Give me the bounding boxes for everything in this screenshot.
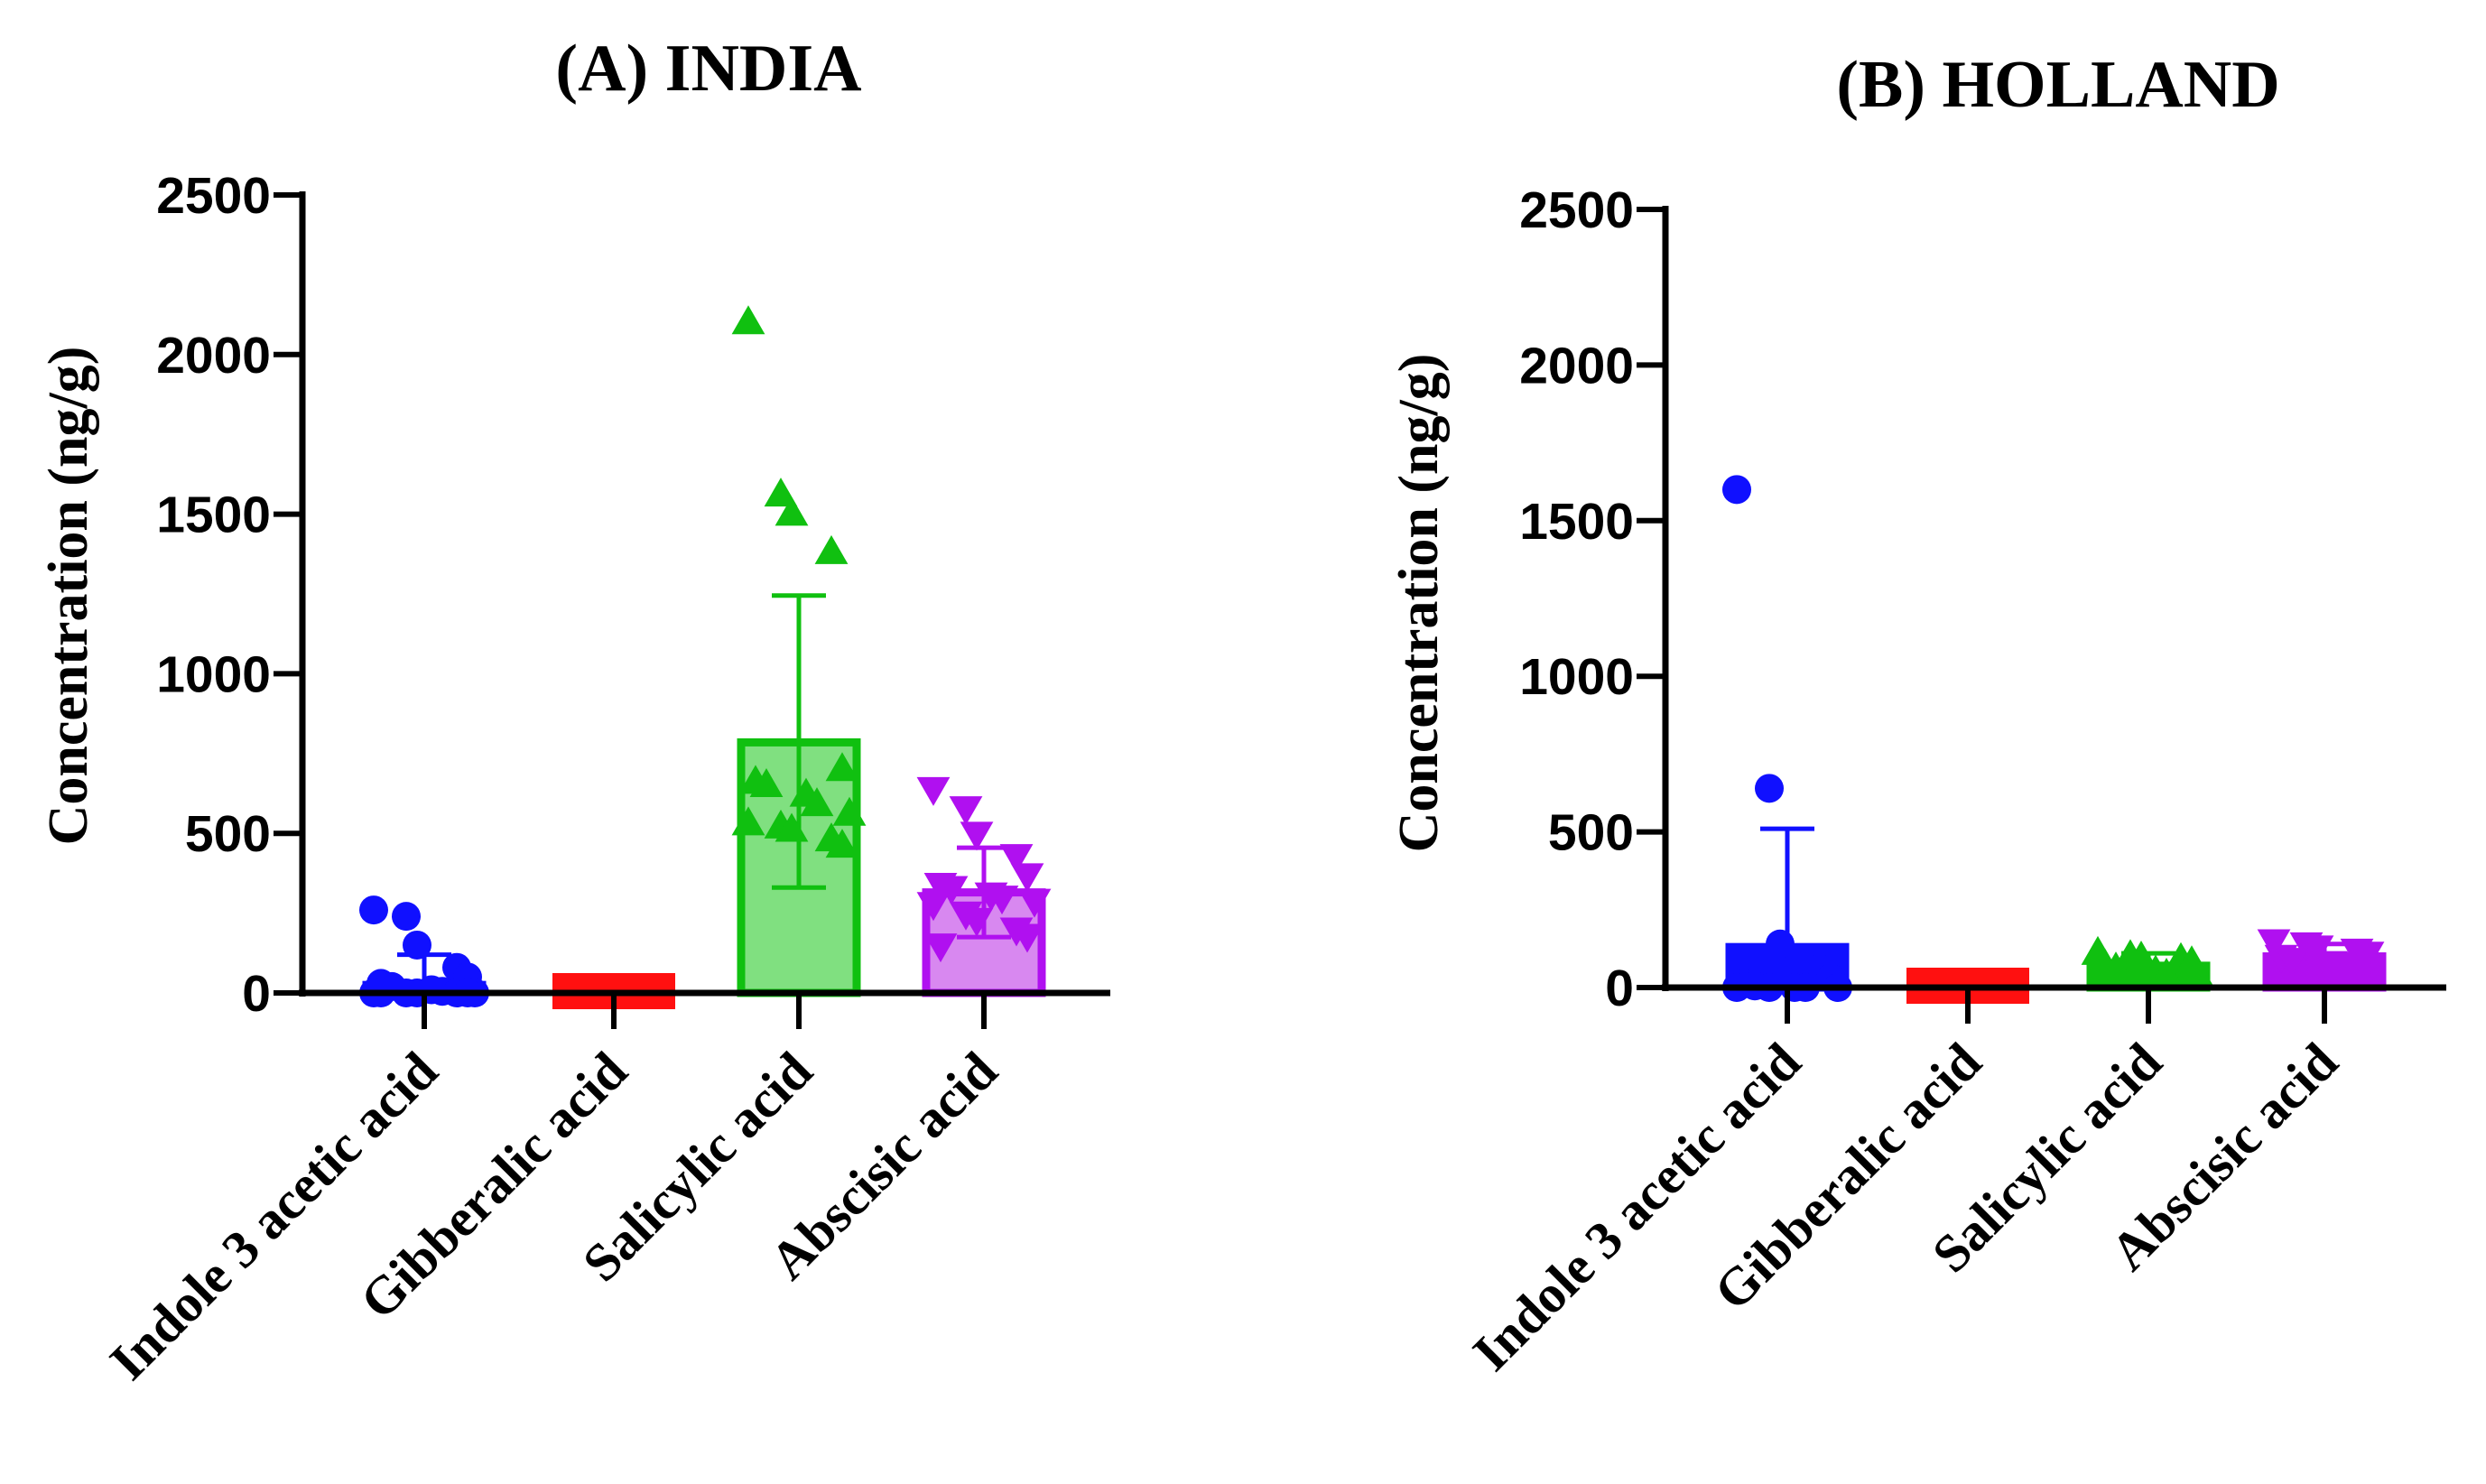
chart-a-point-2-10	[731, 806, 765, 836]
chart-b-ytick-label-4: 2000	[1519, 337, 1634, 394]
chart-a-ytick-label-1: 500	[185, 805, 271, 863]
chart-a-point-3-14	[1010, 923, 1044, 953]
chart-a-point-3-9	[1017, 888, 1052, 918]
chart-a-point-3-0	[916, 776, 951, 806]
chart-b-point-3-0	[2257, 929, 2291, 959]
chart-b-point-2-8	[2149, 958, 2184, 988]
chart-a-ytick-label-4: 2000	[156, 327, 271, 385]
chart-a-ytick-label-5: 2500	[156, 167, 271, 225]
chart-b-point-2-2	[2124, 941, 2158, 970]
chart-a-point-2-4	[825, 752, 859, 782]
chart-b-point-3-2	[2300, 935, 2334, 965]
chart-a-point-0-0	[359, 895, 388, 925]
chart-b-point-0-2	[1766, 929, 1795, 959]
chart-a-point-0-1	[392, 902, 421, 932]
chart-a-point-3-4	[1010, 863, 1044, 893]
chart-b-ylabel: Concentration (ng/g)	[1388, 354, 1450, 853]
chart-b-point-3-8	[2325, 954, 2360, 984]
chart-b-ytick-label-1: 500	[1548, 804, 1634, 862]
chart-a-title: (A) INDIA	[555, 32, 861, 106]
chart-a-point-3-12	[960, 907, 994, 937]
chart-b-point-0-1	[1755, 774, 1784, 803]
chart-a-point-3-2	[960, 821, 994, 851]
chart-b-point-3-6	[2275, 948, 2309, 978]
chart-a-ylabel: Concentration (ng/g)	[38, 347, 99, 846]
chart-a-category-label-0: Indole 3 acetic acid	[98, 1040, 450, 1391]
chart-a-point-3-1	[949, 796, 983, 826]
chart-b-point-3-4	[2351, 941, 2385, 971]
chart-a-point-2-1	[764, 478, 798, 507]
chart-b-title: (B) HOLLAND	[1836, 48, 2279, 122]
chart-a-point-3-6	[934, 876, 969, 905]
chart-a-point-2-9	[832, 796, 867, 826]
chart-a-point-3-8	[985, 886, 1019, 915]
chart-a-ytick-label-3: 1500	[156, 487, 271, 544]
chart-a-point-2-12	[775, 812, 809, 842]
chart-b-ytick-label-2: 1000	[1519, 648, 1634, 706]
chart-b-ytick-label-0: 0	[1605, 960, 1634, 1017]
chart-b-plot: 0 500 1000 1500 2000 2500 Indole 3 acetic acid…	[1461, 181, 2446, 1382]
chart-a-point-2-8	[800, 787, 834, 817]
chart-a-point-2-6	[749, 767, 784, 797]
chart-a-point-0-2	[403, 930, 431, 960]
chart-a-point-2-0	[731, 305, 765, 335]
chart-b-point-2-6	[2099, 951, 2133, 981]
chart-b-point-2-9	[2182, 960, 2216, 990]
chart-a-ytick-label-2: 1000	[156, 645, 271, 703]
chart-a-point-3-3	[999, 844, 1034, 874]
chart-a-point-2-3	[814, 534, 849, 564]
chart-a-point-3-15	[923, 933, 958, 963]
chart-a-point-2-14	[825, 829, 859, 858]
chart-a-point-2-2	[775, 496, 809, 526]
chart-a-plot: 0 500 1000 1500 2000 2500 Indole 3 acetic acid…	[98, 167, 1110, 1391]
chart-b-ytick-label-5: 2500	[1519, 181, 1634, 239]
chart-a-ytick-label-0: 0	[242, 965, 271, 1023]
chart-b-point-0-0	[1722, 475, 1751, 505]
chart-a-point-3-10	[916, 892, 951, 922]
chart-b-category-label-0: Indole 3 acetic acid	[1461, 1031, 1813, 1382]
chart-b-ytick-label-3: 1500	[1519, 493, 1634, 551]
